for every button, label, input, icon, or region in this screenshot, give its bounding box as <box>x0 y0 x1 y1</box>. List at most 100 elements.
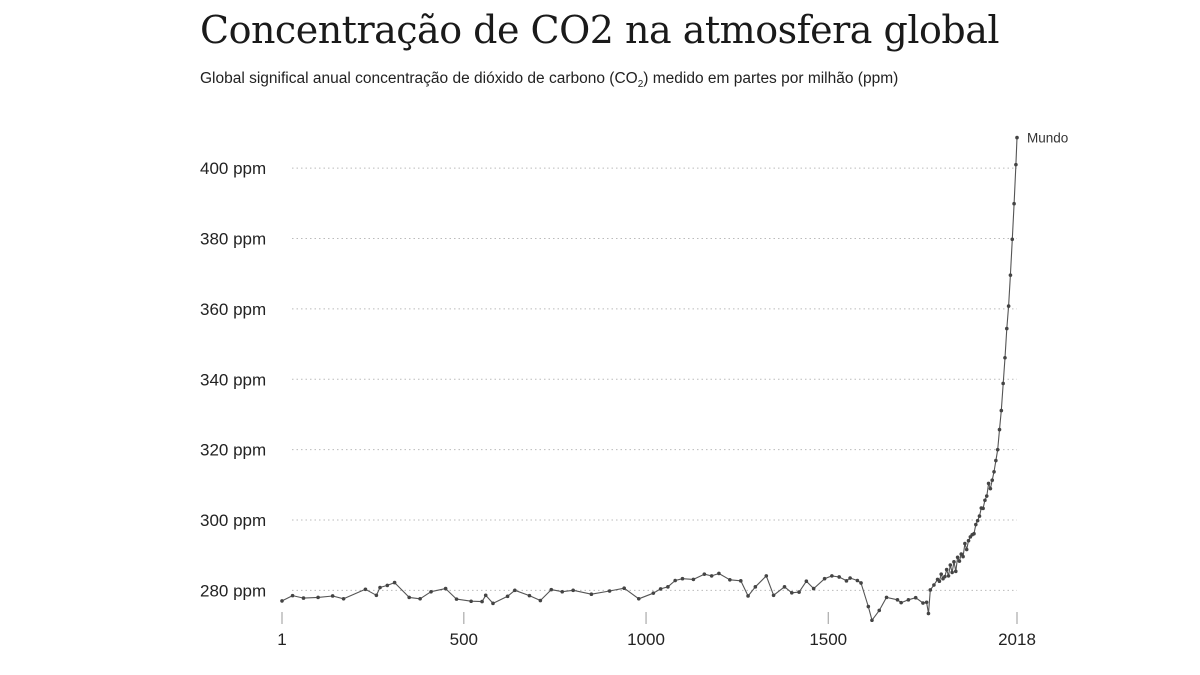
data-point <box>961 554 965 559</box>
data-point <box>782 585 787 589</box>
data-point <box>771 593 776 598</box>
data-point <box>385 583 390 588</box>
y-tick-label-280: 280 ppm <box>200 581 266 600</box>
data-point <box>666 585 670 589</box>
chart-subtitle: Global significal anual concentração de … <box>200 70 898 90</box>
data-point <box>738 579 743 583</box>
data-point <box>374 593 379 598</box>
data-point <box>943 574 947 579</box>
data-point <box>789 591 794 595</box>
data-point <box>988 486 993 491</box>
data-point <box>480 599 484 604</box>
data-point <box>363 587 368 592</box>
data-point <box>932 583 936 587</box>
data-point <box>822 576 827 581</box>
data-point <box>948 563 953 567</box>
y-tick-label-300: 300 ppm <box>200 511 266 530</box>
y-tick-label-400: 400 ppm <box>200 159 266 178</box>
data-point <box>429 589 433 594</box>
data-point <box>957 559 962 563</box>
data-point <box>469 599 473 604</box>
data-point <box>944 567 949 572</box>
data-point <box>966 538 971 543</box>
subtitle-text-end: ) medido em partes por milhão (ppm) <box>643 70 899 87</box>
data-point <box>513 588 517 593</box>
data-point <box>1014 162 1018 167</box>
data-point <box>418 596 422 601</box>
data-point <box>946 574 951 578</box>
data-point <box>280 599 284 603</box>
data-point <box>491 601 495 606</box>
data-point <box>981 506 985 511</box>
data-point <box>1010 237 1015 242</box>
x-tick-label-2018: 2018 <box>998 630 1036 649</box>
data-point <box>560 589 565 594</box>
data-point <box>680 576 685 581</box>
data-point <box>837 575 841 579</box>
data-point <box>972 531 976 536</box>
data-point <box>717 571 721 576</box>
data-point <box>986 481 991 486</box>
data-point <box>913 595 918 600</box>
y-tick-label-340: 340 ppm <box>200 370 266 389</box>
data-point <box>974 522 978 527</box>
data-point <box>764 574 769 578</box>
data-point <box>999 408 1004 413</box>
y-axis-ticks: 280 ppm 300 ppm 320 ppm 340 ppm 360 ppm 380 p… <box>200 159 266 600</box>
data-point <box>895 598 900 602</box>
data-point <box>992 469 996 474</box>
data-point <box>964 547 969 552</box>
data-point <box>505 594 510 599</box>
data-point <box>844 579 849 583</box>
y-tick-label-360: 360 ppm <box>200 300 266 319</box>
data-point <box>636 596 641 601</box>
data-point <box>804 579 809 583</box>
data-point <box>997 427 1002 432</box>
x-tick-label-1: 1 <box>277 630 286 649</box>
data-point <box>746 594 750 598</box>
data-point <box>963 541 967 546</box>
data-point <box>1008 273 1013 277</box>
data-point <box>928 588 933 592</box>
data-point <box>454 597 459 601</box>
data-point <box>953 569 958 574</box>
data-point <box>884 595 889 600</box>
data-point <box>950 570 954 575</box>
data-point <box>392 580 397 585</box>
subtitle-subscript: 2 <box>637 79 644 91</box>
x-tick-label-500: 500 <box>450 630 478 649</box>
data-point <box>622 586 626 591</box>
data-point <box>753 585 758 589</box>
data-point <box>1004 326 1009 331</box>
data-point <box>538 598 543 603</box>
data-point <box>407 595 411 600</box>
data-point <box>702 572 707 576</box>
x-tick-label-1000: 1000 <box>627 630 665 649</box>
y-tick-label-380: 380 ppm <box>200 230 266 249</box>
data-point <box>797 590 801 594</box>
data-point <box>483 593 488 598</box>
y-tick-label-320: 320 ppm <box>200 441 266 460</box>
x-axis-ticks: 1 500 1000 1500 2018 <box>277 612 1036 649</box>
data-point <box>906 598 911 602</box>
data-point <box>848 576 852 580</box>
data-point <box>341 596 346 601</box>
data-point <box>995 447 1000 452</box>
subtitle-text-start: Global significal anual concentração de … <box>200 70 638 87</box>
x-tick-label-1500: 1500 <box>809 630 847 649</box>
data-point <box>301 596 306 600</box>
data-point <box>937 579 942 583</box>
series-points: Mundo <box>280 131 1068 623</box>
data-point <box>855 578 860 583</box>
data-point <box>316 595 320 600</box>
data-point <box>830 574 834 578</box>
data-point <box>1015 135 1019 140</box>
data-point <box>378 585 382 590</box>
data-point <box>728 577 732 582</box>
data-point <box>983 498 987 503</box>
data-point <box>899 600 903 605</box>
data-point <box>990 478 995 483</box>
data-point <box>921 601 925 605</box>
data-point <box>330 594 335 598</box>
